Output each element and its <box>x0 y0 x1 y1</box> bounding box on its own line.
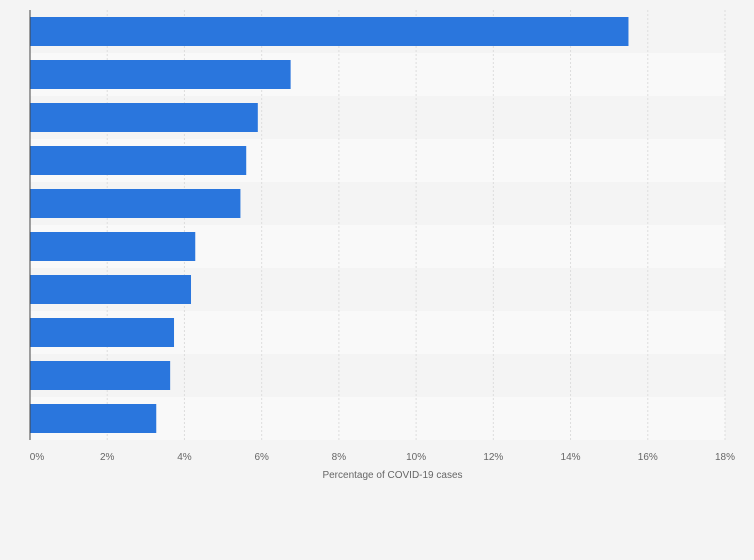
x-tick-label: 14% <box>561 452 581 463</box>
x-tick-label: 4% <box>177 452 192 463</box>
x-axis-title: Percentage of COVID-19 cases <box>322 470 462 481</box>
bars <box>30 17 629 433</box>
x-axis-ticks: 0% 2% 4% 6% 8% 10% 12% 14% 16% 18% <box>30 452 735 463</box>
x-tick-label: 16% <box>638 452 658 463</box>
x-tick-label: 10% <box>406 452 426 463</box>
bar[interactable] <box>30 189 241 218</box>
x-tick-label: 2% <box>100 452 115 463</box>
x-tick-label: 12% <box>483 452 503 463</box>
bar[interactable] <box>30 17 629 46</box>
bar[interactable] <box>30 146 247 175</box>
bar[interactable] <box>30 404 157 433</box>
bar[interactable] <box>30 60 291 89</box>
x-tick-label: 0% <box>30 452 45 463</box>
bar[interactable] <box>30 361 171 390</box>
bar[interactable] <box>30 275 192 304</box>
bar[interactable] <box>30 103 258 132</box>
bar[interactable] <box>30 318 175 347</box>
x-tick-label: 6% <box>254 452 269 463</box>
x-tick-label: 8% <box>332 452 347 463</box>
x-tick-label: 18% <box>715 452 735 463</box>
bar[interactable] <box>30 232 196 261</box>
